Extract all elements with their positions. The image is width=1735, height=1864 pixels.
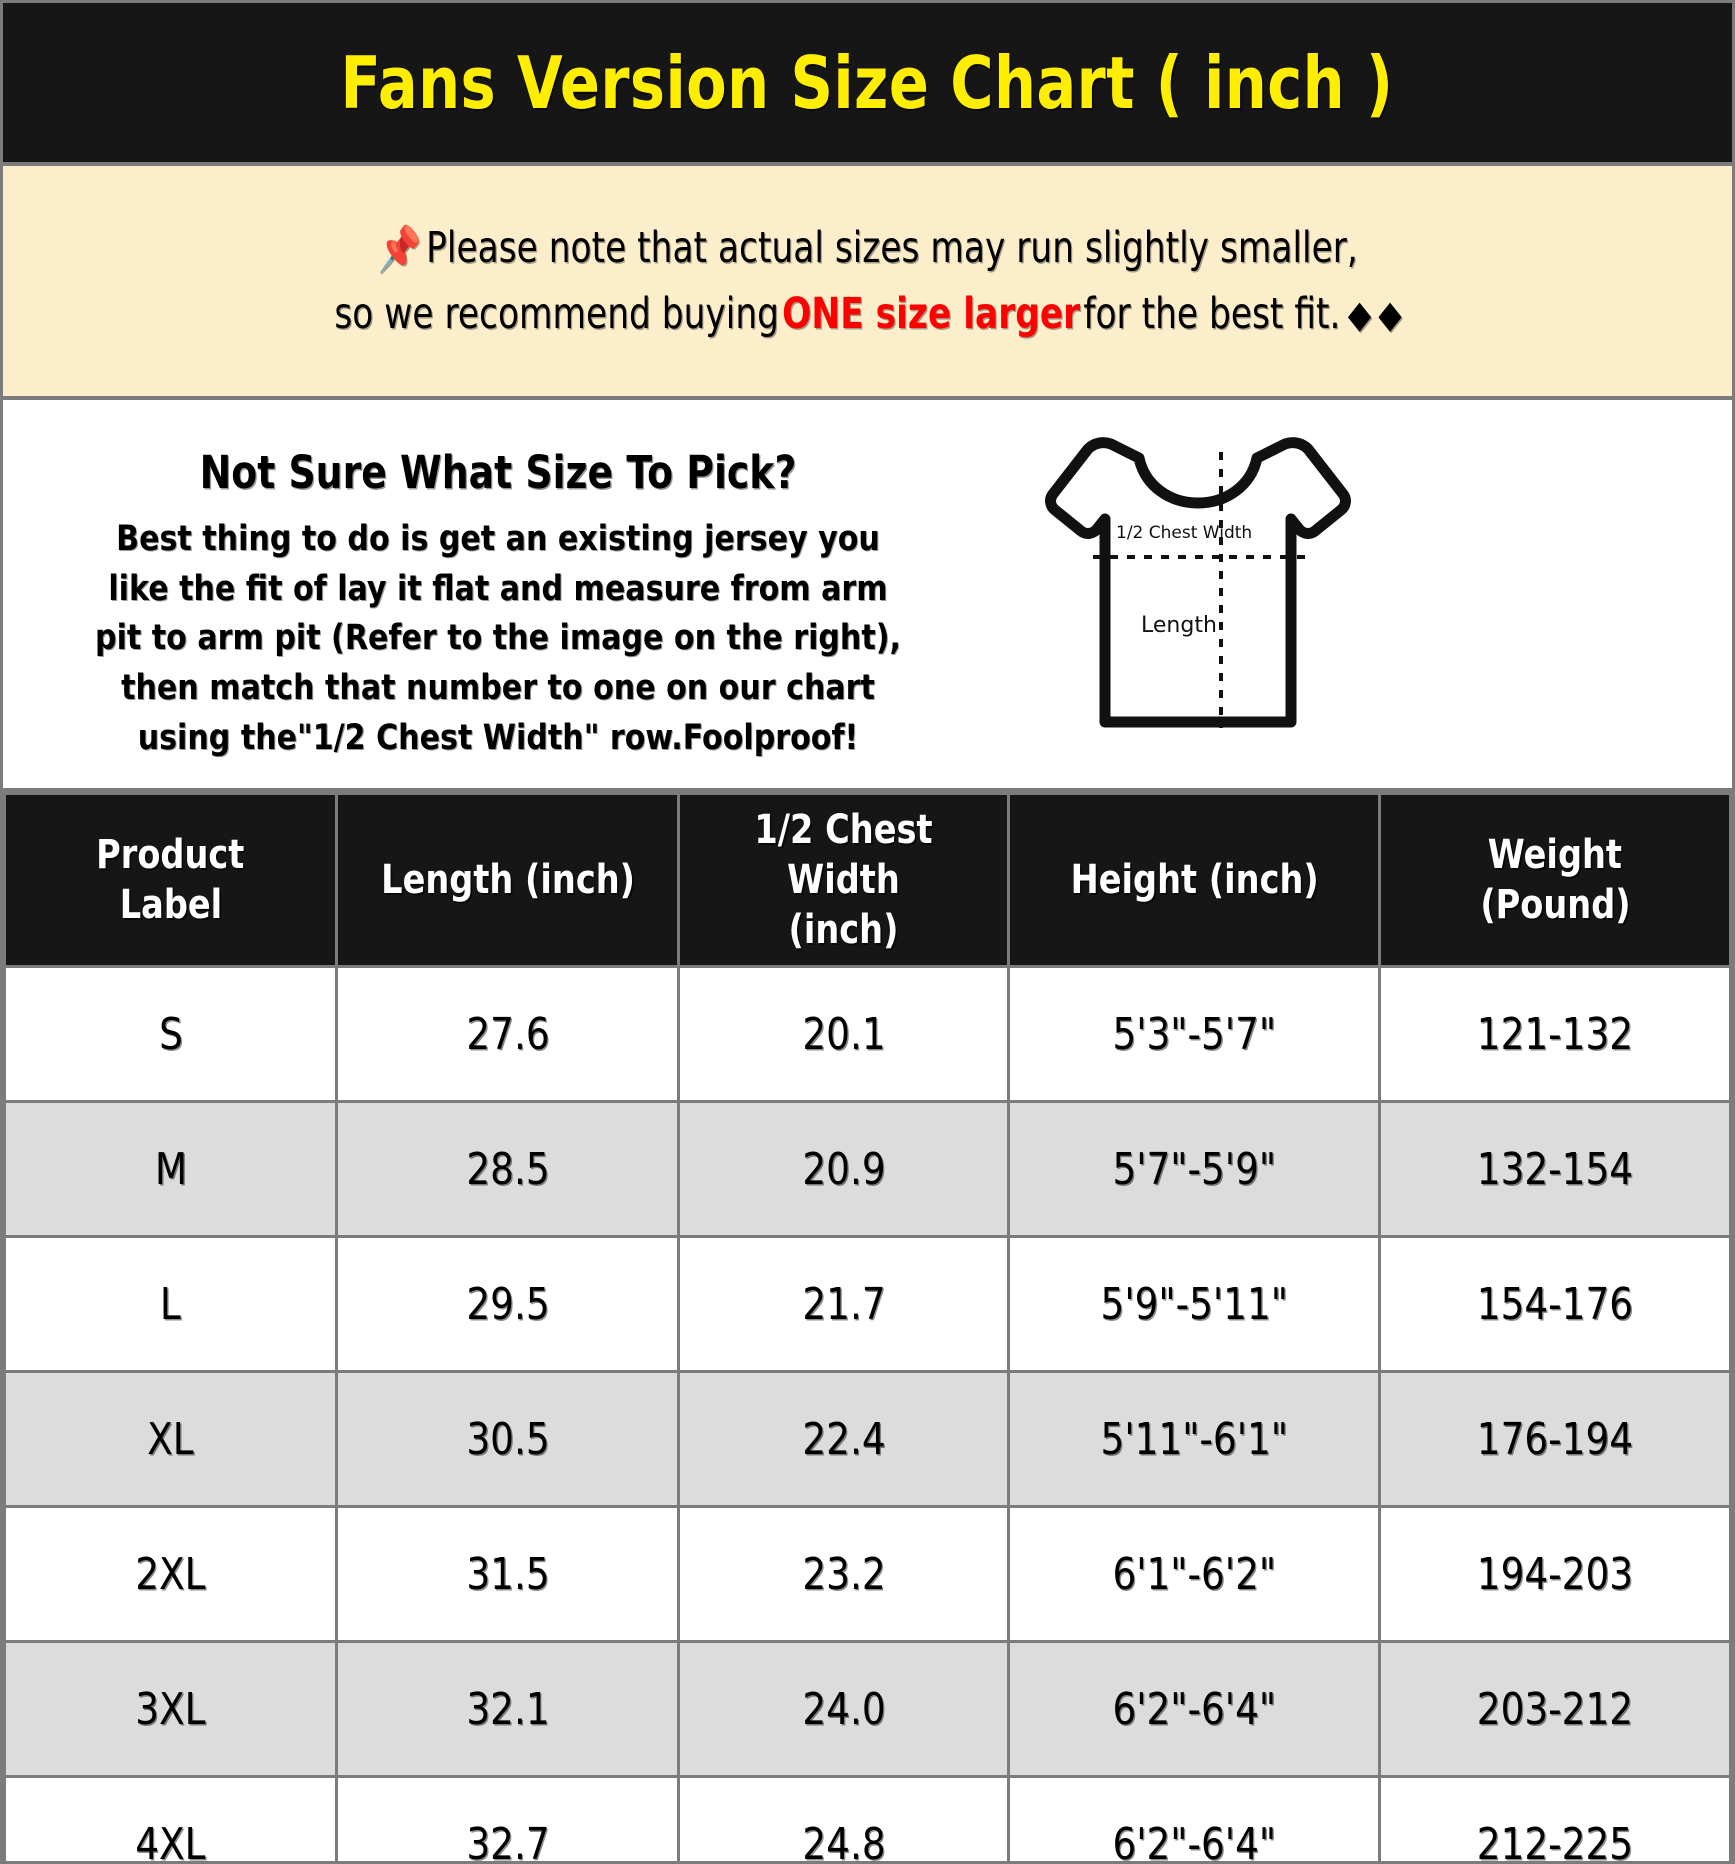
cell-chest: 20.9 [677, 1100, 1011, 1238]
cell-chest: 24.0 [677, 1640, 1011, 1778]
info-section: Not Sure What Size To Pick? Best thing t… [3, 400, 1732, 792]
cell-label: M [3, 1100, 338, 1238]
header-product-label: Product Label [3, 792, 338, 968]
table-row: S 27.6 20.1 5'3"-5'7" 121-132 [3, 965, 1732, 1103]
table-header-row: Product Label Length (inch) 1/2 Chest Wi… [3, 792, 1732, 968]
cell-chest: 23.2 [677, 1505, 1011, 1643]
info-text-block: Not Sure What Size To Pick? Best thing t… [3, 400, 1003, 763]
pushpin-icon: 📌 [377, 224, 422, 275]
note-banner: 📌 Please note that actual sizes may run … [3, 166, 1732, 400]
tshirt-body-path [1045, 437, 1351, 728]
cell-label: L [3, 1235, 338, 1373]
header-weight: Weight (Pound) [1378, 792, 1732, 968]
cell-height: 5'7"-5'9" [1007, 1100, 1382, 1238]
tshirt-diagram-wrap: 1/2 Chest Width Length [1003, 400, 1732, 788]
table-row: M 28.5 20.9 5'7"-5'9" 132-154 [3, 1100, 1732, 1238]
header-length: Length (inch) [334, 792, 681, 968]
note-line-1-text: Please note that actual sizes may run sl… [425, 223, 1358, 273]
cell-height: 5'9"-5'11" [1007, 1235, 1382, 1373]
cell-length: 28.5 [334, 1100, 681, 1238]
table-header: Product Label Length (inch) 1/2 Chest Wi… [3, 792, 1732, 968]
page-title: Fans Version Size Chart ( inch ) [341, 40, 1394, 125]
cell-chest: 22.4 [677, 1370, 1011, 1508]
info-heading: Not Sure What Size To Pick? [199, 446, 797, 499]
table-row: 4XL 32.7 24.8 6'2"-6'4" 212-225 [3, 1775, 1732, 1861]
cell-label: 4XL [3, 1775, 338, 1861]
note-line-2-suffix: for the best fit. [1083, 289, 1341, 339]
cell-label: 2XL [3, 1505, 338, 1643]
table-row: L 29.5 21.7 5'9"-5'11" 154-176 [3, 1235, 1732, 1373]
table-row: XL 30.5 22.4 5'11"-6'1" 176-194 [3, 1370, 1732, 1508]
cell-label: 3XL [3, 1640, 338, 1778]
cell-label: S [3, 965, 338, 1103]
cell-chest: 20.1 [677, 965, 1011, 1103]
cell-length: 32.7 [334, 1775, 681, 1861]
cell-weight: 154-176 [1378, 1235, 1732, 1373]
header-chest-width: 1/2 Chest Width (inch) [677, 792, 1011, 968]
cell-weight: 132-154 [1378, 1100, 1732, 1238]
note-emphasis: ONE size larger [781, 289, 1080, 339]
tshirt-collar-path [1133, 452, 1263, 509]
cell-label: XL [3, 1370, 338, 1508]
cell-weight: 203-212 [1378, 1640, 1732, 1778]
cell-length: 27.6 [334, 965, 681, 1103]
cell-weight: 194-203 [1378, 1505, 1732, 1643]
cell-height: 6'2"-6'4" [1007, 1640, 1382, 1778]
cell-height: 6'2"-6'4" [1007, 1775, 1382, 1861]
size-chart-table: Product Label Length (inch) 1/2 Chest Wi… [3, 792, 1732, 1861]
cell-length: 32.1 [334, 1640, 681, 1778]
cell-height: 6'1"-6'2" [1007, 1505, 1382, 1643]
cell-weight: 176-194 [1378, 1370, 1732, 1508]
cell-weight: 212-225 [1378, 1775, 1732, 1861]
cell-height: 5'11"-6'1" [1007, 1370, 1382, 1508]
chest-width-label: 1/2 Chest Width [1116, 523, 1252, 543]
cell-chest: 24.8 [677, 1775, 1011, 1861]
cell-length: 29.5 [334, 1235, 681, 1373]
cell-length: 30.5 [334, 1370, 681, 1508]
table-body: S 27.6 20.1 5'3"-5'7" 121-132 M 28.5 20.… [3, 965, 1732, 1861]
arrow-up-icon: ⬥ [1348, 292, 1371, 338]
note-line-1: 📌 Please note that actual sizes may run … [377, 223, 1357, 273]
title-bar: Fans Version Size Chart ( inch ) [3, 3, 1732, 166]
note-line-2-prefix: so we recommend buying [334, 289, 779, 339]
table-row: 3XL 32.1 24.0 6'2"-6'4" 203-212 [3, 1640, 1732, 1778]
note-line-2: so we recommend buying ONE size larger f… [334, 289, 1401, 339]
arrow-up-icon-2: ⬥ [1378, 292, 1401, 338]
cell-height: 5'3"-5'7" [1007, 965, 1382, 1103]
table-row: 2XL 31.5 23.2 6'1"-6'2" 194-203 [3, 1505, 1732, 1643]
length-label: Length [1141, 613, 1217, 638]
cell-length: 31.5 [334, 1505, 681, 1643]
cell-chest: 21.7 [677, 1235, 1011, 1373]
header-height: Height (inch) [1007, 792, 1382, 968]
info-body: Best thing to do is get an existing jers… [95, 519, 901, 758]
tshirt-measurement-diagram: 1/2 Chest Width Length [1045, 437, 1351, 728]
cell-weight: 121-132 [1378, 965, 1732, 1103]
